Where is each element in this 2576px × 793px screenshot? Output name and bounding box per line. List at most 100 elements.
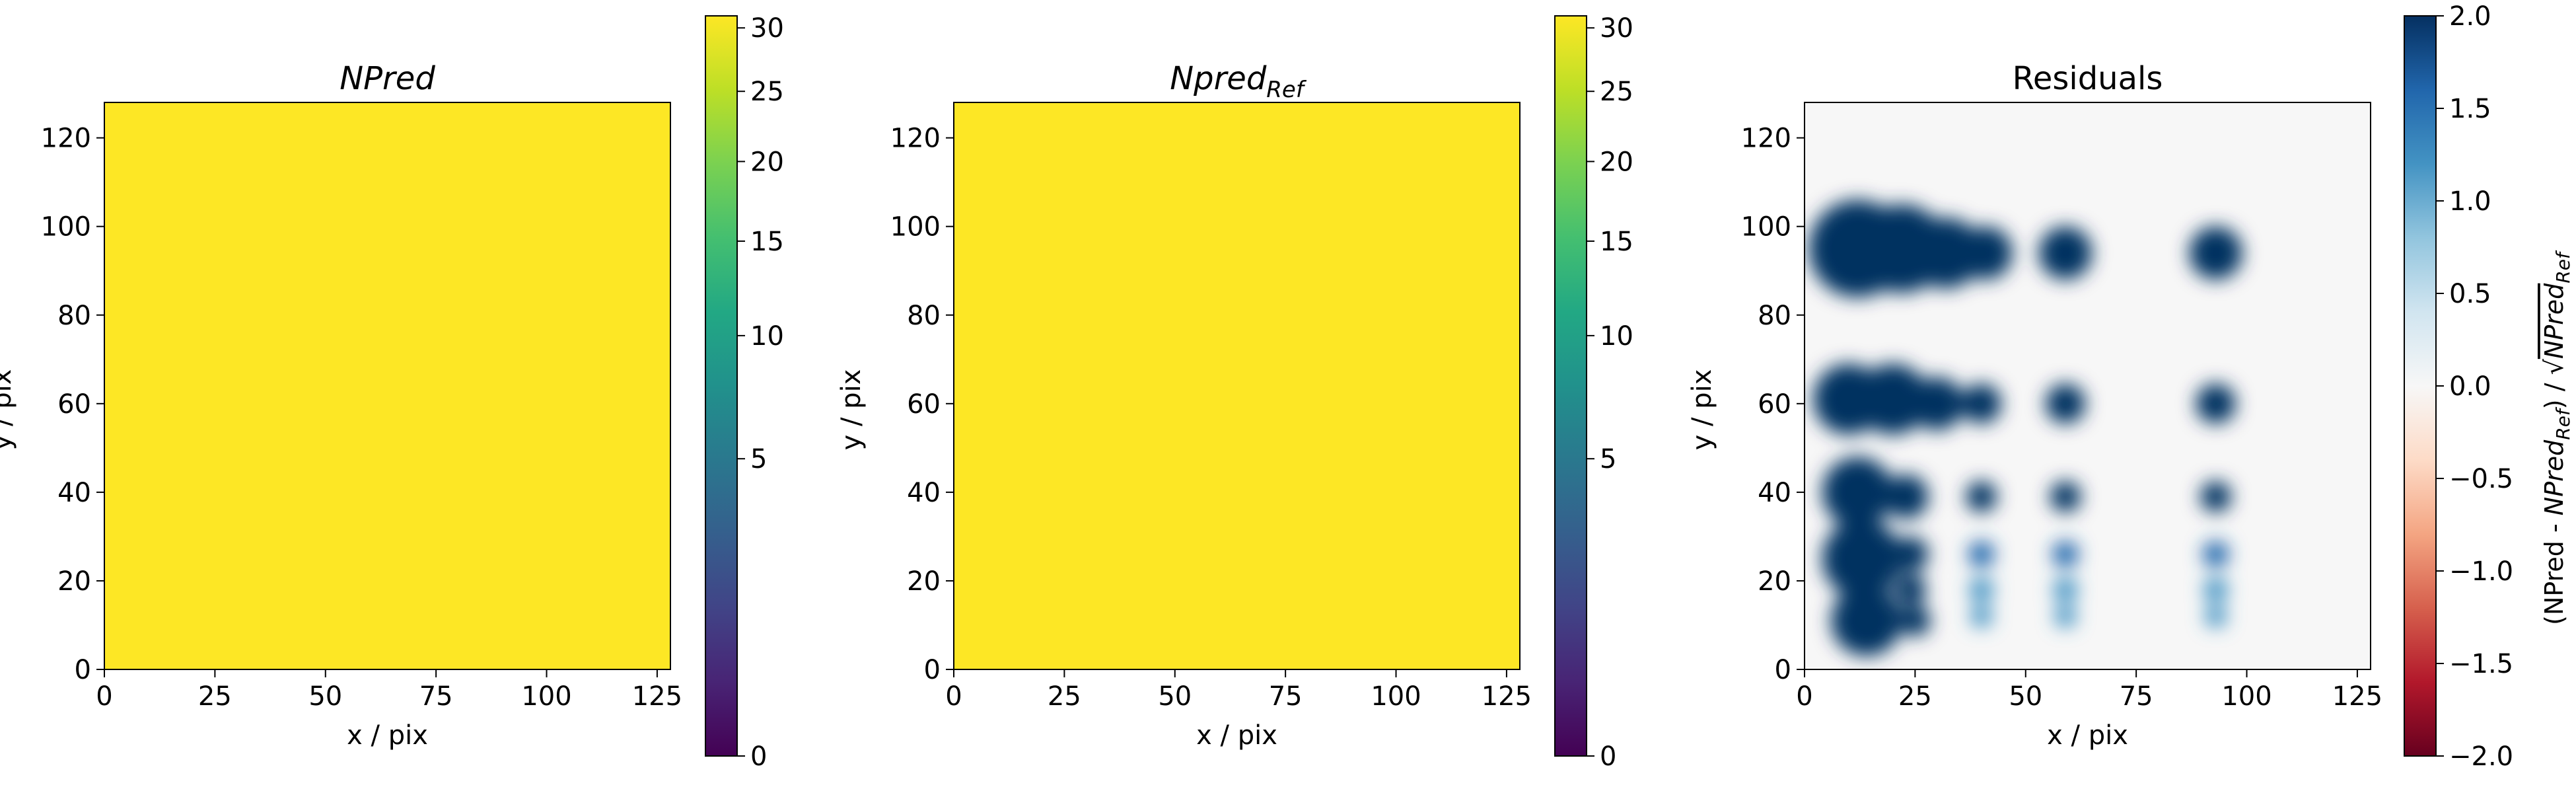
residual-blob-16 bbox=[1884, 474, 1929, 519]
colorbar-tick-label: −1.5 bbox=[2449, 649, 2513, 679]
colorbar-tick-label: 10 bbox=[1600, 321, 1633, 352]
residual-blob-10 bbox=[1961, 383, 2001, 424]
y-tick-label: 40 bbox=[1758, 478, 1791, 508]
residual-blob-30 bbox=[2054, 605, 2077, 628]
x-tick-label: 75 bbox=[419, 681, 453, 712]
colorbar: 0 5 10 15 20 25 30 bbox=[705, 13, 784, 772]
x-tick-label: 100 bbox=[1371, 681, 1421, 712]
y-axis-label: y / pix bbox=[836, 369, 867, 451]
colorbar-tick-label: 25 bbox=[750, 77, 784, 107]
axes-frame bbox=[104, 102, 671, 670]
colorbar-tick-label: 0 bbox=[1600, 741, 1616, 772]
colorbar-label: (NPred - NPredRef) / √NPredRef bbox=[2540, 250, 2574, 625]
y-tick-label: 0 bbox=[75, 655, 91, 685]
colorbar-tick-label: 30 bbox=[1600, 13, 1633, 44]
chart-title: Residuals bbox=[2013, 60, 2163, 97]
residual-blob-29 bbox=[1970, 605, 1993, 628]
x-tick-label: 125 bbox=[632, 681, 682, 712]
colorbar-tick-label: −1.0 bbox=[2449, 556, 2513, 587]
residual-blob-26 bbox=[1969, 577, 1994, 603]
x-tick-label: 125 bbox=[1482, 681, 1532, 712]
y-tick-label: 0 bbox=[1775, 655, 1791, 685]
y-tick-label: 100 bbox=[1741, 212, 1791, 243]
x-tick-label: 75 bbox=[1269, 681, 1303, 712]
y-tick-label: 60 bbox=[907, 389, 941, 420]
colorbar-tick-label: 0.5 bbox=[2449, 279, 2491, 309]
y-tick-label: 40 bbox=[57, 478, 91, 508]
residual-blob-22 bbox=[2200, 481, 2232, 513]
y-tick-label: 60 bbox=[57, 389, 91, 420]
residual-blob-9 bbox=[1910, 377, 1964, 430]
colorbar-gradient bbox=[705, 15, 738, 757]
heatmap-image bbox=[104, 102, 670, 669]
axes-frame bbox=[953, 102, 1521, 670]
residual-blob-28 bbox=[2203, 577, 2229, 603]
x-tick-label: 75 bbox=[2120, 681, 2153, 712]
y-tick-label: 120 bbox=[41, 124, 91, 154]
chart-title: NPred bbox=[340, 60, 435, 97]
y-tick-label: 120 bbox=[1741, 124, 1791, 154]
y-tick-label: 80 bbox=[1758, 301, 1791, 331]
colorbar-tick-label: 1.5 bbox=[2449, 94, 2491, 124]
y-tick-label: 100 bbox=[41, 212, 91, 243]
colorbar: 2.0 1.5 1.0 0.5 0.0 −0.5 −1.0 −1.5 −2.0 (NPred - … bbox=[2404, 1, 2574, 772]
colorbar-tick-label: −2.0 bbox=[2449, 741, 2513, 772]
colorbar-tick-label: −0.5 bbox=[2449, 464, 2513, 494]
y-axis-label: y / pix bbox=[1687, 369, 1717, 451]
colorbar-tick-label: 20 bbox=[750, 147, 784, 177]
y-tick-label: 40 bbox=[907, 478, 941, 508]
colorbar-tick-label: 2.0 bbox=[2449, 1, 2491, 32]
x-tick-label: 25 bbox=[1048, 681, 1081, 712]
colorbar-tick-label: 15 bbox=[1600, 227, 1633, 257]
x-tick-label: 50 bbox=[2009, 681, 2042, 712]
colorbar-gradient bbox=[1554, 15, 1587, 757]
x-tick-label: 100 bbox=[2221, 681, 2272, 712]
panel-3: 0 25 50 75 100 125 0 20 40 60 80 100 120 x / pix y / p… bbox=[1687, 1, 2574, 772]
x-tick-label: 0 bbox=[96, 681, 112, 712]
colorbar-tick-label: 10 bbox=[750, 321, 784, 352]
y-tick-label: 20 bbox=[57, 566, 91, 597]
colorbar-tick-label: 15 bbox=[750, 227, 784, 257]
colorbar-tick-label: 0 bbox=[750, 741, 767, 772]
x-tick-label: 100 bbox=[521, 681, 571, 712]
colorbar: 0 5 10 15 20 25 30 bbox=[1554, 13, 1633, 772]
x-tick-label: 50 bbox=[1158, 681, 1192, 712]
y-tick-label: 60 bbox=[1758, 389, 1791, 420]
colorbar-tick-label: 5 bbox=[1600, 444, 1616, 474]
axes-frame bbox=[1804, 102, 2371, 670]
residual-blob-5 bbox=[2038, 226, 2093, 280]
residual-blob-25 bbox=[2202, 541, 2229, 568]
chart-title: NpredRef bbox=[1170, 60, 1307, 103]
residual-blob-20 bbox=[1966, 481, 1997, 513]
residual-blob-11 bbox=[2045, 383, 2086, 424]
residual-blob-17 bbox=[1892, 536, 1929, 572]
x-axis-label: x / pix bbox=[347, 720, 428, 751]
colorbar-tick-label: 0.0 bbox=[2449, 371, 2491, 402]
colorbar-tick-label: 30 bbox=[750, 13, 784, 44]
y-tick-label: 80 bbox=[907, 301, 941, 331]
colorbar-tick-label: 25 bbox=[1600, 77, 1633, 107]
residual-blob-23 bbox=[1968, 541, 1995, 568]
residual-blob-21 bbox=[2050, 481, 2081, 513]
residual-blob-27 bbox=[2053, 577, 2078, 603]
y-tick-label: 80 bbox=[57, 301, 91, 331]
svg-text:(NPred - NPredRef) / √NPredRef: (NPred - NPredRef) / √NPredRef bbox=[2540, 250, 2574, 625]
colorbar-tick-label: 1.0 bbox=[2449, 186, 2491, 217]
residual-blob-15 bbox=[1831, 585, 1902, 656]
y-tick-label: 120 bbox=[890, 124, 941, 154]
colorbar-tick-label: 20 bbox=[1600, 147, 1633, 177]
x-tick-label: 50 bbox=[308, 681, 342, 712]
residual-blob-4 bbox=[1959, 226, 2013, 280]
x-tick-label: 25 bbox=[1898, 681, 1932, 712]
y-axis-label: y / pix bbox=[0, 369, 17, 451]
x-tick-label: 0 bbox=[1796, 681, 1812, 712]
y-tick-label: 0 bbox=[924, 655, 941, 685]
residual-blob-3 bbox=[1910, 217, 1982, 289]
residual-blob-12 bbox=[2196, 383, 2236, 424]
y-tick-label: 100 bbox=[890, 212, 941, 243]
residual-blob-8 bbox=[1857, 363, 1929, 435]
residual-blob-31 bbox=[2204, 605, 2227, 628]
y-tick-label: 20 bbox=[1758, 566, 1791, 597]
